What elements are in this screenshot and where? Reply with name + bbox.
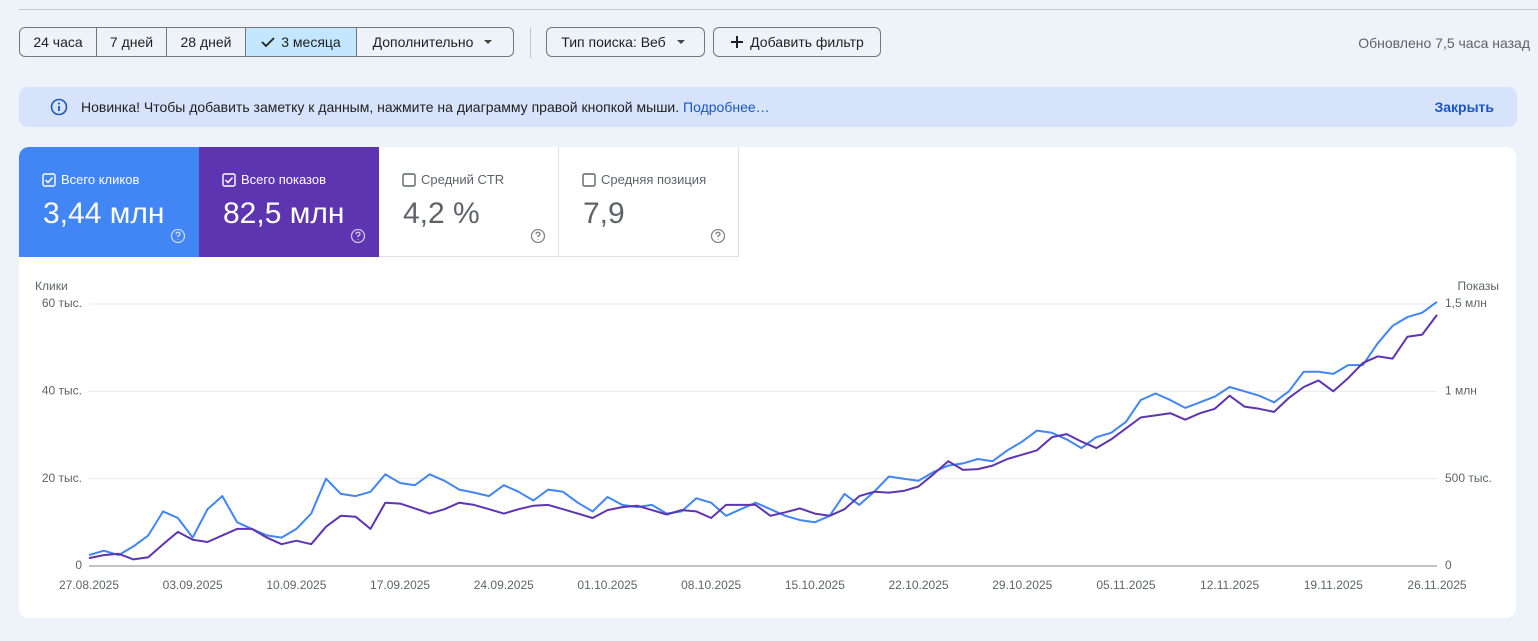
checkbox-check [44, 176, 54, 184]
help-icon [170, 228, 186, 244]
learn-more-link[interactable]: Подробнее… [683, 99, 770, 115]
checkbox-box [42, 173, 56, 187]
y-tick-label: 60 тыс. [42, 296, 82, 310]
checkbox [222, 173, 236, 187]
x-tick-label: 27.08.2025 [59, 578, 119, 592]
x-tick-label: 29.10.2025 [992, 578, 1052, 592]
check-icon [261, 37, 275, 48]
x-tick-label: 03.09.2025 [163, 578, 223, 592]
chart: Клики Показы 0 20 тыс. 40 тыс. 60 тыс. 0 500 … [35, 279, 1499, 592]
checkbox [402, 173, 416, 187]
help-mark [535, 231, 541, 240]
add-filter-label: Добавить фильтр [750, 34, 864, 50]
help-circle [170, 228, 186, 244]
add-filter-button[interactable]: Добавить фильтр [713, 27, 881, 57]
x-tick-label: 08.10.2025 [681, 578, 741, 592]
close-button[interactable]: Закрыть [1434, 99, 1494, 115]
series-line [88, 300, 1438, 557]
x-tick-label: 05.11.2025 [1096, 578, 1155, 592]
metric-tile[interactable]: Средняя позиция 7,9 [559, 147, 739, 257]
help-icon [530, 228, 546, 244]
x-tick-label: 15.10.2025 [785, 578, 845, 592]
metric-label: Средний CTR [421, 172, 505, 187]
metric-value: 4,2 % [403, 197, 480, 230]
x-tick-label: 19.11.2025 [1304, 578, 1363, 592]
date-range-label: 28 дней [180, 34, 232, 50]
metric-tile[interactable]: Средний CTR 4,2 % [379, 147, 559, 257]
check-path [261, 37, 275, 48]
date-range-label: 3 месяца [281, 34, 341, 50]
y2-tick-label: 0 [1445, 558, 1452, 572]
performance-card: Всего кликов 3,44 млн Всего показов 82,5 мл… [19, 147, 1516, 618]
metric-tile[interactable]: Всего кликов 3,44 млн [19, 147, 199, 257]
metric-tile[interactable]: Всего показов 82,5 млн [199, 147, 379, 257]
plus-icon [731, 36, 744, 48]
metric-label: Средняя позиция [601, 172, 707, 187]
y-tick-label: 40 тыс. [42, 384, 82, 398]
date-range-button[interactable]: 28 дней [166, 27, 246, 57]
dropdown-icon [676, 40, 685, 44]
y2-axis-label: Показы [1458, 279, 1499, 293]
x-tick-label: 24.09.2025 [474, 578, 534, 592]
checkbox-box [402, 173, 416, 187]
help-mark [175, 231, 181, 240]
banner-text: Новинка! Чтобы добавить заметку к данным… [81, 99, 680, 115]
divider [19, 9, 1538, 10]
date-range-button[interactable]: 24 часа [19, 27, 97, 57]
info-icon [50, 98, 68, 116]
y2-tick-label: 1 млн [1445, 384, 1477, 398]
help-circle [530, 228, 546, 244]
help-mark [355, 231, 361, 240]
series-line [88, 314, 1438, 561]
date-range-label: 24 часа [33, 34, 83, 50]
y-tick-label: 0 [75, 558, 82, 572]
checkbox [42, 173, 56, 187]
checkbox-box [582, 173, 596, 187]
help-mark [715, 231, 721, 240]
metric-label: Всего кликов [61, 172, 140, 187]
y2-tick-label: 1,5 млн [1445, 296, 1487, 310]
x-tick-label: 01.10.2025 [577, 578, 637, 592]
help-circle [350, 228, 366, 244]
date-range-label: 7 дней [109, 34, 154, 50]
help-circle [710, 228, 726, 244]
x-tick-label: 22.10.2025 [889, 578, 949, 592]
metric-value: 3,44 млн [43, 197, 165, 230]
y2-tick-label: 500 тыс. [1445, 471, 1492, 485]
search-type-button[interactable]: Тип поиска: Веб [546, 27, 705, 57]
y-axis-label: Клики [35, 279, 68, 293]
search-type-label: Тип поиска: Веб [561, 34, 666, 50]
x-tick-label: 12.11.2025 [1200, 578, 1259, 592]
banner-message: Новинка! Чтобы добавить заметку к данным… [81, 99, 770, 115]
help-icon [350, 228, 366, 244]
more-label: Дополнительно [372, 34, 474, 50]
x-tick-label: 10.09.2025 [266, 578, 326, 592]
help-icon [710, 228, 726, 244]
checkbox-check [224, 176, 234, 184]
more-button[interactable]: Дополнительно [356, 27, 514, 57]
checkbox-box [222, 173, 236, 187]
date-range-button[interactable]: 3 месяца [245, 27, 357, 57]
y-tick-label: 20 тыс. [42, 471, 82, 485]
updated-text: Обновлено 7,5 часа назад [1358, 35, 1530, 51]
metric-value: 82,5 млн [223, 197, 345, 230]
dropdown-icon [484, 40, 493, 44]
x-tick-label: 17.09.2025 [370, 578, 430, 592]
metric-value: 7,9 [583, 197, 625, 230]
banner: Новинка! Чтобы добавить заметку к данным… [19, 87, 1517, 127]
checkbox [582, 173, 596, 187]
metric-label: Всего показов [241, 172, 326, 187]
separator [530, 27, 531, 58]
date-range-button[interactable]: 7 дней [96, 27, 167, 57]
x-tick-label: 26.11.2025 [1407, 578, 1466, 592]
